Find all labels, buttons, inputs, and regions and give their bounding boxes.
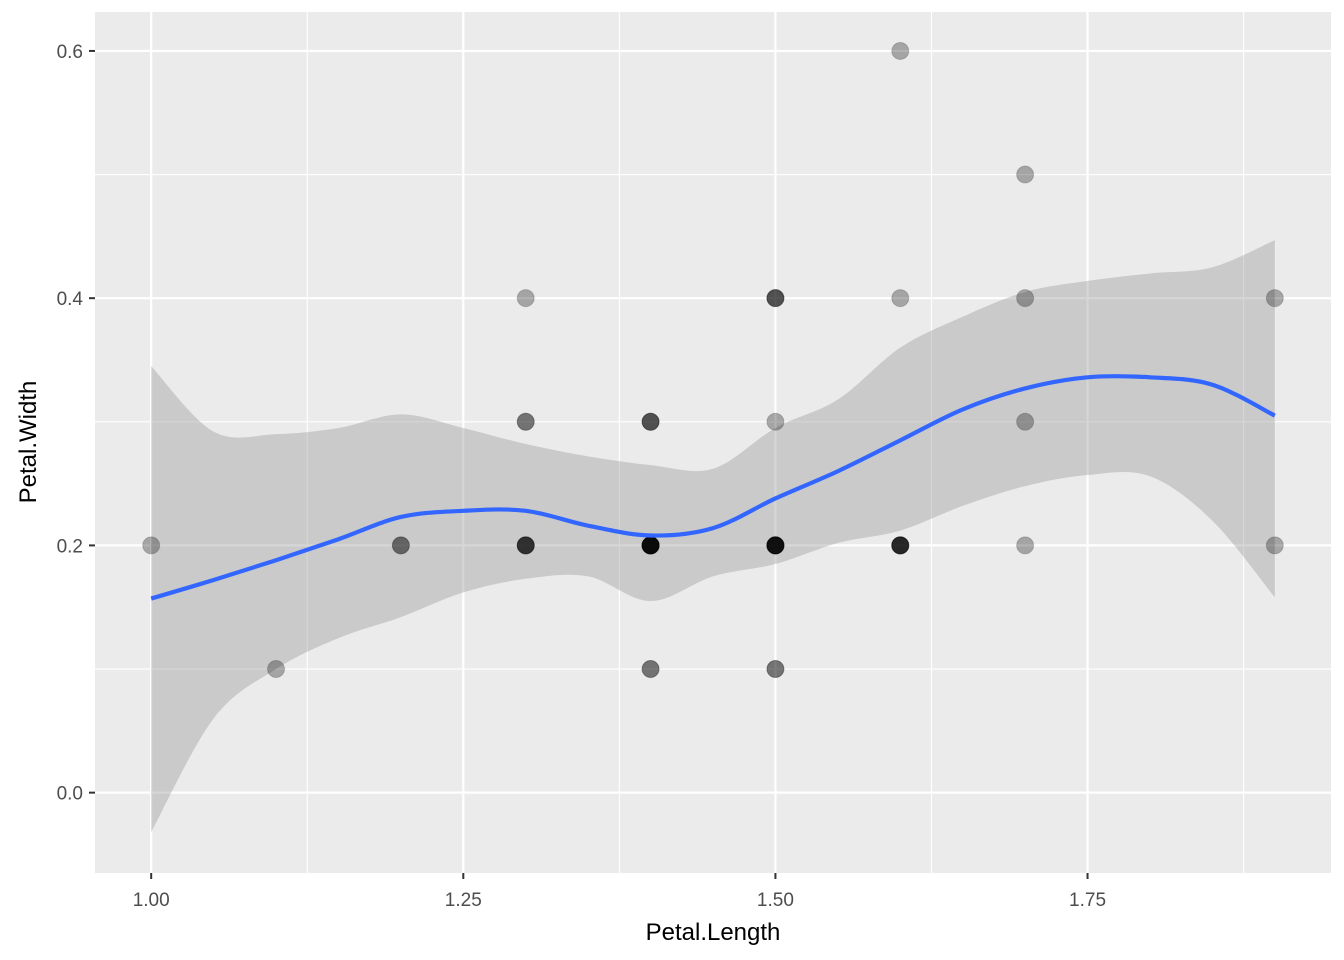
data-point [641,412,660,431]
confidence-band [151,240,1275,833]
data-point [641,660,660,679]
data-point [391,536,410,555]
confidence-band-layer [151,240,1275,833]
data-point [766,536,785,555]
data-point [766,289,785,308]
x-tick-label: 1.75 [1069,890,1106,911]
y-tick-label: 0.0 [57,784,83,805]
smooth-line-layer [150,374,1276,601]
data-point [766,412,785,431]
data-point [766,536,785,555]
data-point [891,536,910,555]
x-tick-label: 1.50 [757,890,794,911]
data-point [516,536,535,555]
data-point [1016,165,1035,184]
data-point [766,536,785,555]
data-point [1265,289,1284,308]
data-point [1016,289,1035,308]
data-point [641,412,660,431]
data-point [766,536,785,555]
smooth-line [150,374,1276,601]
minor-gridlines [95,12,1331,873]
major-gridlines [95,12,1331,873]
data-point [891,289,910,308]
data-point [891,536,910,555]
data-point [891,41,910,60]
y-axis-title: Petal.Width [15,381,42,504]
plot-panel [95,12,1331,873]
data-point [516,412,535,431]
data-point [142,536,161,555]
data-point [267,660,286,679]
data-point [891,536,910,555]
data-point [766,289,785,308]
data-point [391,536,410,555]
data-point [766,536,785,555]
data-point [516,536,535,555]
y-tick-label: 0.4 [57,289,84,310]
data-point [891,536,910,555]
data-point [1016,412,1035,431]
data-point [641,412,660,431]
x-tick-label: 1.00 [133,890,170,911]
x-axis-title: Petal.Length [646,919,781,946]
data-point [766,660,785,679]
points-layer [142,41,1284,679]
data-point [516,289,535,308]
data-point [516,536,535,555]
x-tick-label: 1.25 [445,890,482,911]
data-point [766,536,785,555]
data-point [1265,536,1284,555]
data-point [641,660,660,679]
data-point [766,536,785,555]
data-point [766,660,785,679]
data-point [1016,536,1035,555]
y-tick-label: 0.6 [57,42,83,63]
x-axis: 1.00 1.25 1.50 1.75 [133,873,1106,911]
y-tick-label: 0.2 [57,536,83,557]
data-point [516,412,535,431]
data-point [641,536,660,555]
y-axis: 0.0 0.2 0.4 0.6 [57,42,95,805]
data-point [891,536,910,555]
data-point [766,289,785,308]
data-point [516,536,535,555]
